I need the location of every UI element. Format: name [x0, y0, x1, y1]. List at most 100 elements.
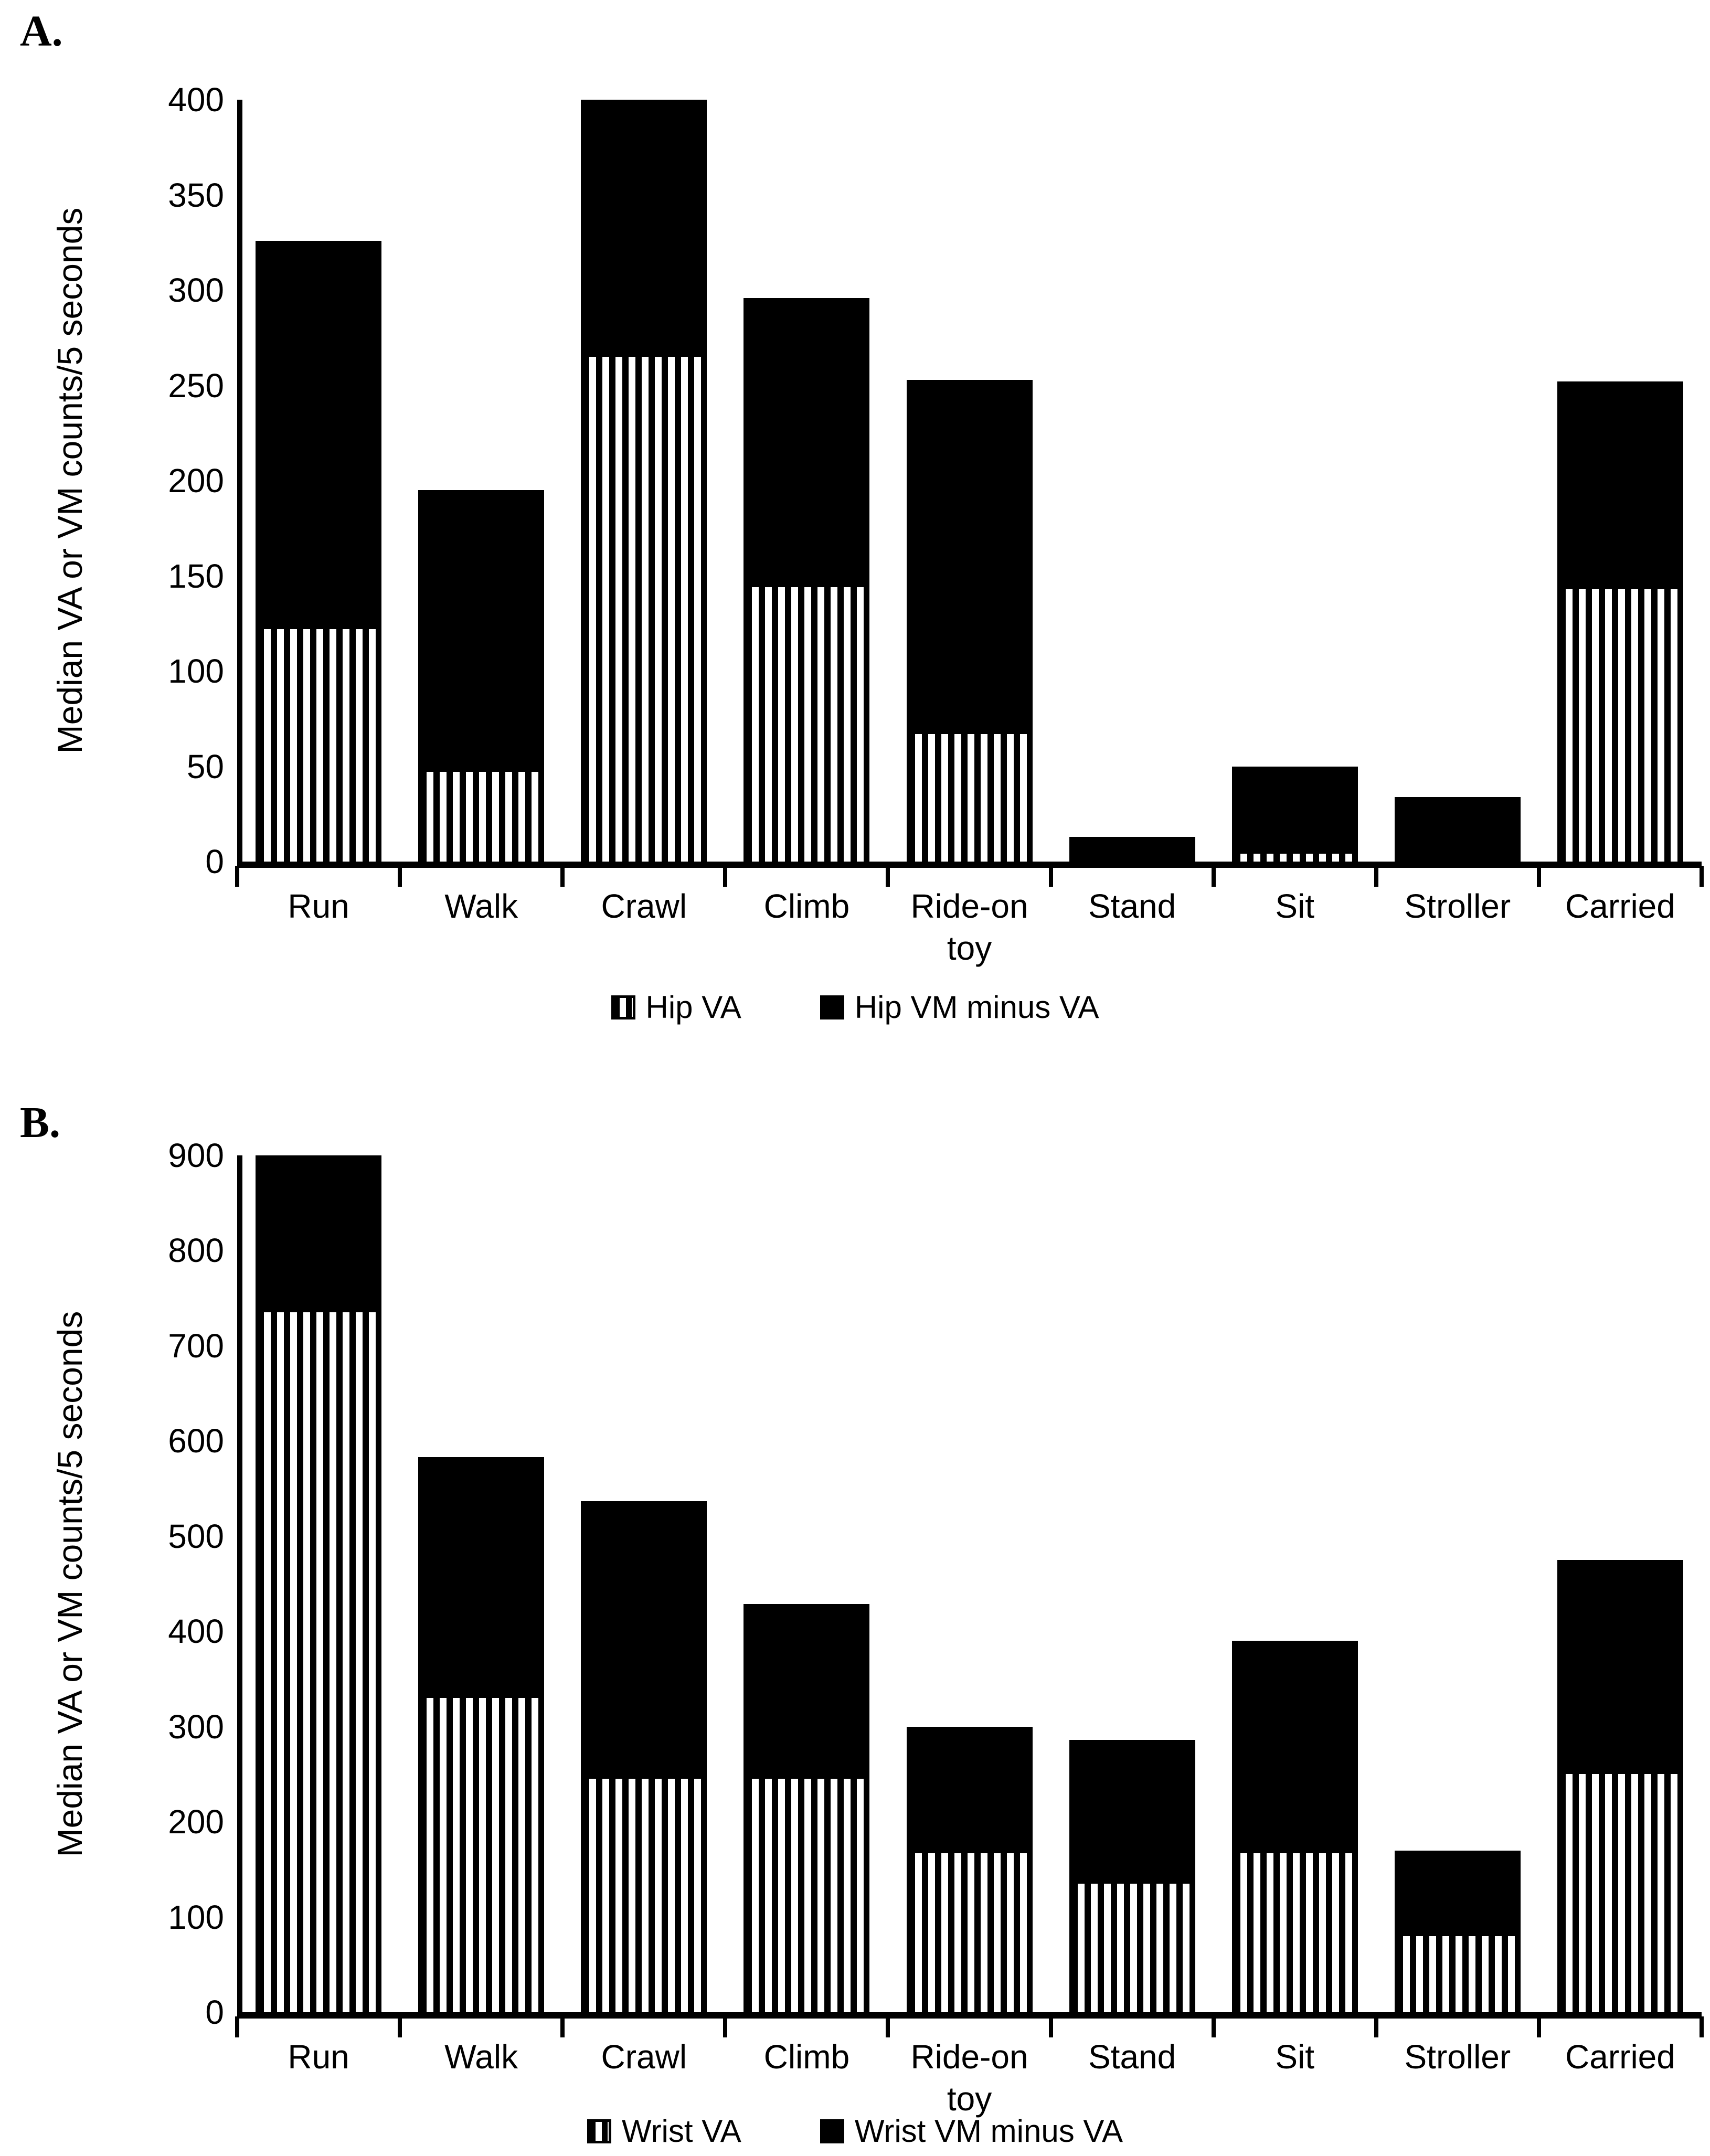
y-tick-label: 700 — [168, 1326, 224, 1365]
y-tick-label: 200 — [168, 1803, 224, 1841]
legend: Wrist VA Wrist VM minus VA — [0, 2116, 1710, 2147]
bar-segment-vm-minus-va — [418, 1457, 545, 1698]
legend-item: Wrist VM minus VA — [820, 2116, 1123, 2147]
x-tick-mark — [560, 866, 565, 887]
x-category-label: Climb — [763, 2038, 850, 2076]
x-category-label: Crawl — [601, 2038, 687, 2076]
bar-segment-vm-minus-va — [1069, 1740, 1195, 1884]
y-tick-label: 0 — [205, 843, 224, 880]
x-category-label: Stand — [1088, 887, 1176, 925]
bar-segment-vm-minus-va — [744, 1603, 870, 1779]
bar-segment-va — [1557, 1774, 1683, 2012]
bar-segment-va — [1231, 854, 1358, 862]
y-tick-label: 200 — [168, 462, 224, 500]
bar-segment-va — [1557, 589, 1683, 862]
bar-segment-va — [581, 357, 707, 862]
bar-segment-vm-minus-va — [581, 100, 707, 357]
x-tick-mark — [1211, 2016, 1216, 2037]
x-tick-mark — [1048, 2016, 1053, 2037]
x-tick-mark — [1374, 866, 1378, 887]
y-tick-label: 100 — [168, 652, 224, 690]
x-tick-mark — [1536, 2016, 1541, 2037]
legend-label: Wrist VA — [622, 2113, 741, 2149]
x-category-label: Ride-on toy — [910, 887, 1028, 967]
y-tick-label: 300 — [168, 1707, 224, 1746]
y-tick-label: 600 — [168, 1422, 224, 1460]
bar-segment-va — [744, 587, 870, 862]
bar-segment-vm-minus-va — [581, 1501, 707, 1779]
x-axis-line — [237, 862, 1702, 868]
legend-striped-swatch-icon — [611, 995, 635, 1019]
x-tick-mark — [1211, 866, 1216, 887]
x-category-label: Walk — [444, 887, 518, 925]
bar-segment-vm-minus-va — [1231, 1641, 1358, 1853]
y-axis-line — [237, 100, 242, 868]
y-axis-line — [237, 1155, 242, 2019]
x-tick-mark — [1374, 2016, 1378, 2037]
y-tick-label: 150 — [168, 557, 224, 595]
x-category-label: Walk — [444, 2038, 518, 2076]
y-tick-label: 500 — [168, 1517, 224, 1555]
x-tick-mark — [1700, 2016, 1704, 2037]
x-category-label: Sit — [1275, 2038, 1315, 2076]
y-tick-label: 350 — [168, 176, 224, 214]
bar-segment-vm-minus-va — [1394, 796, 1521, 862]
bar-segment-vm-minus-va — [906, 379, 1033, 734]
legend-item: Hip VA — [611, 992, 741, 1023]
legend-item: Wrist VA — [587, 2116, 741, 2147]
x-tick-mark — [235, 2016, 239, 2037]
bar-segment-va — [581, 1779, 707, 2012]
x-tick-mark — [1536, 866, 1541, 887]
bar-segment-vm-minus-va — [1069, 836, 1195, 862]
x-category-label: Ride-on toy — [910, 2038, 1028, 2118]
bar-segment-vm-minus-va — [744, 298, 870, 588]
legend-label: Hip VM minus VA — [854, 990, 1099, 1025]
y-tick-label: 800 — [168, 1231, 224, 1270]
x-category-label: Carried — [1565, 887, 1675, 925]
y-tick-label: 250 — [168, 366, 224, 405]
x-tick-mark — [1048, 866, 1053, 887]
x-category-label: Stroller — [1404, 887, 1511, 925]
panel-a-label: A. — [20, 7, 63, 56]
x-tick-mark — [235, 866, 239, 887]
bar-segment-vm-minus-va — [1557, 381, 1683, 589]
legend-solid-swatch-icon — [820, 2119, 844, 2143]
bar-segment-va — [1394, 1936, 1521, 2012]
x-tick-mark — [723, 866, 728, 887]
y-tick-label: 100 — [168, 1898, 224, 1936]
y-tick-label: 900 — [168, 1137, 224, 1174]
x-category-label: Stand — [1088, 2038, 1176, 2076]
bar-segment-vm-minus-va — [1394, 1850, 1521, 1936]
y-axis-title: Median VA or VM counts/5 seconds — [50, 1311, 89, 1857]
x-category-label: Climb — [763, 887, 850, 925]
bar-segment-vm-minus-va — [906, 1726, 1033, 1853]
bar-segment-vm-minus-va — [256, 1155, 382, 1313]
x-tick-mark — [398, 2016, 402, 2037]
bar-segment-vm-minus-va — [1557, 1560, 1683, 1775]
bar-segment-vm-minus-va — [418, 490, 545, 772]
y-tick-label: 400 — [168, 1612, 224, 1651]
x-tick-mark — [723, 2016, 728, 2037]
y-axis-title: Median VA or VM counts/5 seconds — [50, 207, 89, 754]
bar-segment-vm-minus-va — [1231, 766, 1358, 854]
bar-segment-va — [906, 734, 1033, 862]
y-tick-label: 400 — [168, 81, 224, 119]
y-tick-label: 300 — [168, 271, 224, 309]
x-category-label: Crawl — [601, 887, 687, 925]
plot-area — [237, 100, 1702, 868]
bar-segment-va — [418, 772, 545, 862]
x-category-label: Stroller — [1404, 2038, 1511, 2076]
x-tick-mark — [1700, 866, 1704, 887]
bar-segment-va — [256, 629, 382, 862]
y-tick-label: 0 — [205, 1993, 224, 2031]
x-category-label: Carried — [1565, 2038, 1675, 2076]
legend-item: Hip VM minus VA — [820, 992, 1099, 1023]
y-tick-label: 50 — [186, 747, 224, 785]
bar-segment-va — [418, 1698, 545, 2012]
bar-segment-va — [1069, 1884, 1195, 2012]
x-category-label: Sit — [1275, 887, 1315, 925]
bar-segment-va — [744, 1779, 870, 2012]
bar-segment-va — [906, 1853, 1033, 2012]
bar-segment-va — [1231, 1853, 1358, 2012]
